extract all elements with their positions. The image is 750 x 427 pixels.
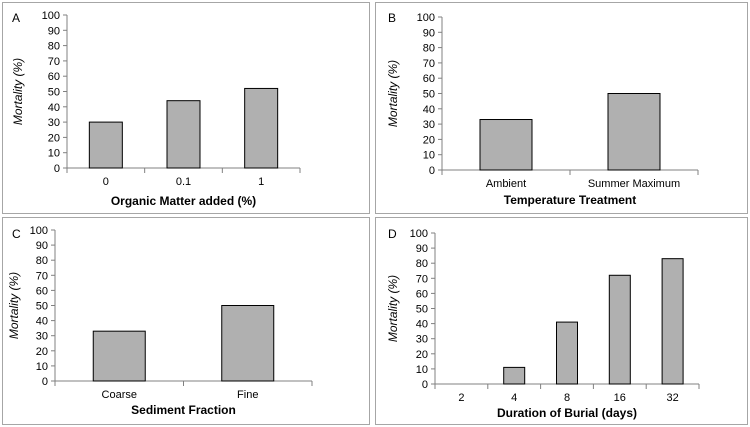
bar-16	[608, 274, 631, 385]
y-tick-label: 60	[416, 288, 428, 300]
x-axis-title: Duration of Burial (days)	[497, 406, 637, 420]
y-tick-label: 50	[416, 304, 428, 316]
y-tick-label: 40	[48, 102, 60, 114]
chart-b-svg: 0 10 20 30 40 50 60 70 80 90 100 Ambient Summer Maxi…	[386, 12, 699, 207]
chart-panel-d: 0 10 20 30 40 50 60 70 80 90 100 2 4 8 16 32 Duration of…	[375, 217, 748, 425]
y-tick-label: 20	[36, 346, 48, 358]
y-tick-label: 70	[423, 58, 435, 70]
x-tick-label: Fine	[237, 389, 258, 401]
y-tick-label: 30	[423, 119, 435, 131]
bar-summer-maximum	[607, 93, 661, 171]
x-axis-title: Organic Matter added (%)	[111, 194, 256, 208]
y-tick-label: 80	[416, 258, 428, 270]
y-tick-label: 80	[48, 41, 60, 53]
panel-label-d: D	[388, 227, 397, 241]
y-tick-label: 60	[423, 73, 435, 85]
x-tick-label: Coarse	[102, 389, 137, 401]
y-axis-title: Mortality (%)	[11, 58, 25, 125]
y-tick-label: 20	[423, 134, 435, 146]
y-tick-label: 80	[423, 43, 435, 55]
x-tick-label: Ambient	[486, 178, 526, 190]
x-tick-label: 4	[511, 392, 517, 404]
y-tick-label: 100	[410, 228, 428, 240]
y-tick-label: 30	[416, 334, 428, 346]
y-tick-label: 20	[48, 132, 60, 144]
bar-coarse	[92, 330, 146, 382]
bar-8	[556, 321, 578, 385]
chart-d-svg: 0 10 20 30 40 50 60 70 80 90 100 2 4 8 16 32 Duration of…	[386, 228, 700, 420]
y-tick-label: 90	[416, 243, 428, 255]
bar-ambient	[479, 119, 533, 171]
y-tick-label: 0	[54, 163, 60, 175]
y-axis-title: Mortality (%)	[386, 275, 400, 342]
y-tick-label: 100	[30, 225, 48, 237]
x-tick-label: 0.1	[176, 176, 191, 188]
y-tick-label: 10	[423, 150, 435, 162]
y-tick-label: 100	[417, 12, 435, 24]
chart-panel-c: 0 10 20 30 40 50 60 70 80 90 100 Coarse Fine Sediment…	[2, 217, 370, 425]
chart-panel-a: 0 10 20 30 40 50 60 70 80 90 100 0 0.1 1 Organic Matte…	[2, 2, 370, 214]
y-tick-label: 0	[429, 165, 435, 177]
panel-label-c: C	[12, 227, 21, 241]
x-tick-label: 16	[614, 392, 626, 404]
panel-label-a: A	[12, 11, 21, 25]
y-tick-label: 0	[422, 379, 428, 391]
y-tick-label: 30	[36, 331, 48, 343]
y-tick-label: 40	[36, 316, 48, 328]
x-tick-label: 8	[564, 392, 570, 404]
bar-1	[244, 87, 279, 169]
y-tick-label: 10	[416, 364, 428, 376]
y-tick-label: 100	[42, 10, 60, 22]
y-tick-label: 40	[416, 319, 428, 331]
y-tick-label: 0	[42, 376, 48, 388]
y-tick-label: 10	[48, 148, 60, 160]
y-axis-title: Mortality (%)	[7, 272, 21, 339]
y-tick-label: 30	[48, 117, 60, 129]
x-tick-label: 0	[103, 176, 109, 188]
bar-32	[661, 258, 684, 385]
x-axis-title: Sediment Fraction	[131, 403, 236, 417]
y-tick-label: 70	[416, 273, 428, 285]
y-tick-label: 50	[48, 87, 60, 99]
y-tick-label: 60	[36, 285, 48, 297]
chart-panel-b: 0 10 20 30 40 50 60 70 80 90 100 Ambient Summer Maxi…	[375, 2, 748, 214]
y-tick-label: 20	[416, 349, 428, 361]
y-tick-label: 10	[36, 361, 48, 373]
y-tick-label: 70	[36, 270, 48, 282]
x-axis-title: Temperature Treatment	[504, 193, 637, 207]
y-tick-label: 50	[36, 301, 48, 313]
y-tick-label: 90	[36, 240, 48, 252]
x-tick-label: 1	[258, 176, 264, 188]
y-axis-title: Mortality (%)	[386, 60, 400, 127]
bar-fine	[221, 305, 275, 382]
x-tick-label: 2	[458, 392, 464, 404]
x-tick-label: 32	[666, 392, 678, 404]
y-tick-label: 60	[48, 71, 60, 83]
y-tick-label: 90	[423, 27, 435, 39]
chart-c-svg: 0 10 20 30 40 50 60 70 80 90 100 Coarse FineSediment…	[7, 225, 313, 417]
y-tick-label: 50	[423, 89, 435, 101]
y-tick-label: 90	[48, 25, 60, 37]
bar-4	[503, 366, 526, 385]
bar-0.1	[166, 100, 201, 169]
y-tick-label: 40	[423, 104, 435, 116]
y-tick-label: 70	[48, 56, 60, 68]
y-tick-label: 80	[36, 255, 48, 267]
x-tick-label: Summer Maximum	[588, 178, 680, 190]
panel-label-b: B	[388, 11, 397, 25]
bar-0	[88, 121, 123, 169]
